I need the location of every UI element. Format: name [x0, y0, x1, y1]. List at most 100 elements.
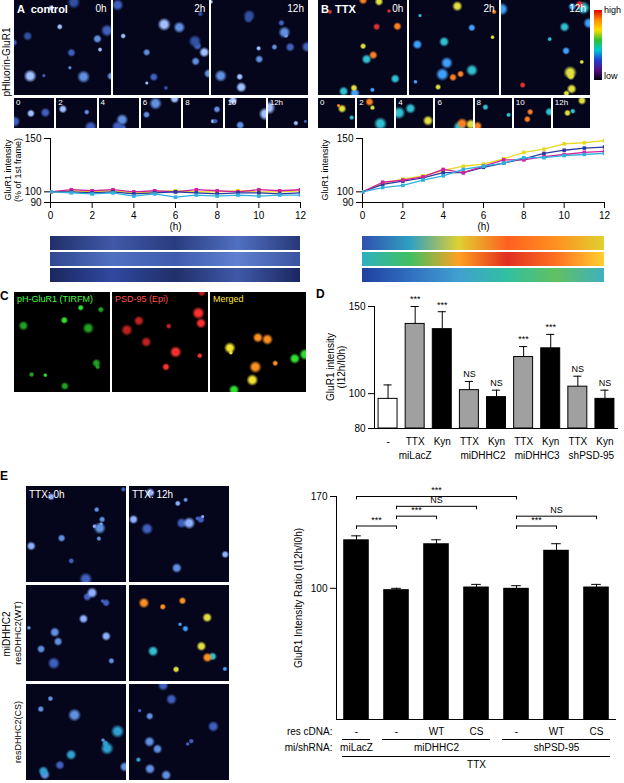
- html-text:GluR1 intensity (I12h/I0h): GluR1 intensity (I12h/I0h): [325, 333, 347, 401]
- html-text:2h: 2h: [194, 3, 206, 14]
- html-text:2: 2: [58, 98, 63, 107]
- svg-text:100: 100: [25, 186, 42, 197]
- svg-text:CS: CS: [590, 726, 604, 737]
- svg-text:12: 12: [295, 210, 307, 221]
- svg-text:(h): (h): [169, 221, 181, 232]
- svg-text:150: 150: [337, 133, 354, 144]
- svg-text:***: ***: [371, 515, 382, 525]
- html-text:resDHHC2(WT): resDHHC2(WT): [13, 601, 24, 665]
- html-text:GluR1 Intensity Ratio (I12h/I0: GluR1 Intensity Ratio (I12h/I0h): [292, 527, 304, 668]
- svg-text:150: 150: [349, 301, 366, 312]
- html-text:resDHHC2(CS): resDHHC2(CS): [13, 701, 24, 763]
- svg-text:miLacZ: miLacZ: [399, 450, 432, 461]
- svg-text:4: 4: [131, 210, 137, 221]
- svg-text:TTX: TTX: [406, 436, 425, 447]
- svg-text:NS: NS: [463, 369, 476, 379]
- html-text:E: E: [0, 469, 8, 483]
- svg-text:NS: NS: [599, 378, 612, 388]
- svg-text:Kyn: Kyn: [488, 436, 505, 447]
- svg-text:Kyn: Kyn: [434, 436, 451, 447]
- svg-text:CS: CS: [470, 726, 484, 737]
- svg-text:mi/shRNA:: mi/shRNA:: [285, 742, 333, 753]
- html-text:12h: 12h: [554, 98, 569, 107]
- html-text:0h: 0h: [95, 3, 107, 14]
- svg-text:(h): (h): [477, 221, 489, 232]
- svg-text:80: 80: [354, 423, 366, 434]
- svg-text:8: 8: [521, 210, 527, 221]
- svg-text:12: 12: [599, 210, 611, 221]
- svg-text:-: -: [515, 726, 518, 737]
- html-text:pH-GluR1 (TIRFM): pH-GluR1 (TIRFM): [17, 294, 93, 304]
- svg-text:150: 150: [25, 133, 42, 144]
- svg-text:NS: NS: [490, 378, 503, 388]
- svg-text:TTX: TTX: [568, 436, 587, 447]
- svg-text:miLacZ: miLacZ: [340, 742, 373, 753]
- svg-text:4: 4: [440, 210, 446, 221]
- svg-text:***: ***: [410, 294, 421, 304]
- svg-text:0: 0: [48, 210, 54, 221]
- html-text:C: C: [0, 289, 9, 303]
- svg-text:shPSD-95: shPSD-95: [569, 450, 615, 461]
- svg-text:100: 100: [311, 583, 328, 594]
- html-text:low: low: [604, 71, 618, 81]
- svg-text:NS: NS: [572, 364, 585, 374]
- html-text:D: D: [316, 287, 325, 301]
- svg-text:-: -: [395, 726, 398, 737]
- svg-text:***: ***: [437, 300, 448, 310]
- html-text:GluR1 intensity (% of 1st fram: GluR1 intensity (% of 1st frame): [3, 138, 23, 202]
- html-text:0: 0: [16, 98, 21, 107]
- svg-text:***: ***: [545, 322, 556, 332]
- svg-text:res cDNA:: res cDNA:: [287, 726, 333, 737]
- html-text:10: 10: [227, 98, 237, 107]
- html-text:10: 10: [515, 98, 525, 107]
- html-text:TTX: 0h: TTX: 0h: [29, 489, 65, 500]
- html-text:high: high: [604, 5, 621, 15]
- svg-text:NS: NS: [430, 495, 443, 505]
- svg-text:***: ***: [411, 505, 422, 515]
- svg-text:90: 90: [342, 197, 354, 208]
- svg-text:2: 2: [400, 210, 406, 221]
- svg-text:8: 8: [214, 210, 220, 221]
- svg-text:WT: WT: [429, 726, 445, 737]
- html-text:Merged: Merged: [213, 294, 244, 304]
- html-text:A control: A control: [17, 3, 68, 15]
- html-text:pHluorin-GluR1: pHluorin-GluR1: [0, 27, 12, 97]
- html-text:B TTX: B TTX: [321, 3, 356, 15]
- svg-text:10: 10: [559, 210, 571, 221]
- svg-text:100: 100: [337, 186, 354, 197]
- svg-text:-: -: [386, 436, 389, 447]
- svg-text:Kyn: Kyn: [596, 436, 613, 447]
- html-text:TTX: 12h: TTX: 12h: [132, 489, 174, 500]
- html-text:12h: 12h: [287, 3, 304, 14]
- html-text:12h: 12h: [569, 3, 586, 14]
- svg-text:TTX: TTX: [514, 436, 533, 447]
- svg-text:100: 100: [349, 388, 366, 399]
- svg-text:***: ***: [518, 334, 529, 344]
- svg-text:6: 6: [173, 210, 179, 221]
- svg-text:***: ***: [531, 515, 542, 525]
- html-text:0h: 0h: [392, 3, 404, 14]
- svg-text:TTX: TTX: [460, 436, 479, 447]
- svg-text:WT: WT: [549, 726, 565, 737]
- html-text:PSD-95 (Epi): PSD-95 (Epi): [115, 294, 168, 304]
- svg-text:miDHHC2: miDHHC2: [414, 742, 459, 753]
- html-text:6: 6: [142, 98, 148, 107]
- svg-text:shPSD-95: shPSD-95: [534, 742, 580, 753]
- svg-text:***: ***: [431, 485, 442, 495]
- svg-text:90: 90: [30, 197, 42, 208]
- svg-text:0: 0: [360, 210, 366, 221]
- svg-text:TTX: TTX: [467, 759, 486, 770]
- svg-text:6: 6: [481, 210, 487, 221]
- html-text:12h: 12h: [269, 98, 284, 107]
- svg-text:miDHHC2: miDHHC2: [460, 450, 505, 461]
- svg-text:miDHHC3: miDHHC3: [515, 450, 560, 461]
- html-text:miDHHC2: miDHHC2: [0, 611, 12, 657]
- svg-text:170: 170: [311, 491, 328, 502]
- svg-text:2: 2: [89, 210, 95, 221]
- html-text:GluR1 intensity: GluR1 intensity: [320, 139, 331, 201]
- svg-text:10: 10: [253, 210, 265, 221]
- svg-text:NS: NS: [550, 505, 563, 515]
- svg-text:Kyn: Kyn: [542, 436, 559, 447]
- svg-text:-: -: [355, 726, 358, 737]
- html-text:2h: 2h: [483, 3, 495, 14]
